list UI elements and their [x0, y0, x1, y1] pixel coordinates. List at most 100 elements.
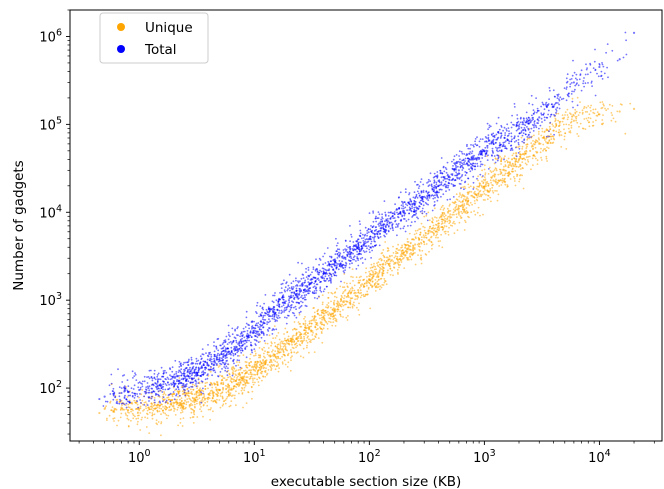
data-point [254, 332, 257, 335]
data-point [448, 215, 451, 218]
data-point [606, 66, 608, 69]
data-point [169, 368, 172, 371]
data-point [299, 310, 302, 313]
data-point [196, 390, 199, 393]
data-point [470, 191, 473, 193]
data-point [435, 220, 438, 223]
data-point [583, 85, 585, 88]
data-point [393, 217, 396, 219]
data-point [246, 330, 249, 332]
data-point [180, 374, 183, 377]
data-point [285, 322, 288, 325]
data-point [307, 335, 309, 338]
data-point [503, 126, 506, 129]
data-point [385, 283, 388, 286]
data-point [291, 337, 294, 339]
data-point [271, 342, 273, 345]
data-point [489, 170, 492, 172]
data-point [468, 157, 471, 160]
data-point [454, 179, 457, 182]
data-point [437, 219, 440, 222]
data-point [200, 380, 203, 382]
data-point [312, 307, 315, 309]
data-point [414, 220, 416, 223]
data-point [525, 117, 528, 120]
data-point [457, 212, 460, 215]
data-point [504, 140, 507, 143]
data-point [326, 310, 329, 313]
data-point [485, 149, 488, 152]
data-point [455, 193, 458, 196]
data-point [182, 373, 185, 375]
data-point [208, 397, 211, 400]
data-point [266, 310, 269, 313]
data-point [225, 335, 228, 338]
data-point [477, 156, 480, 159]
data-point [484, 189, 486, 191]
data-point [128, 406, 131, 409]
data-point [308, 327, 311, 330]
data-point [130, 387, 133, 390]
data-point [148, 369, 151, 372]
data-point [253, 377, 256, 380]
data-point [458, 195, 460, 198]
data-point [193, 401, 196, 404]
data-point [268, 311, 271, 314]
data-point [396, 224, 399, 227]
data-point [498, 185, 501, 187]
data-point [464, 180, 467, 183]
data-point [430, 240, 433, 243]
data-point [182, 417, 185, 419]
data-point [554, 102, 557, 105]
data-point [163, 392, 166, 395]
data-point [517, 159, 520, 162]
data-point [467, 177, 470, 180]
data-point [168, 383, 171, 386]
data-point [535, 126, 538, 129]
data-point [218, 356, 221, 360]
data-point [288, 295, 290, 298]
data-point [361, 237, 363, 240]
data-point [335, 296, 338, 299]
data-point [549, 142, 552, 145]
data-point [371, 270, 374, 273]
data-point [535, 139, 537, 142]
data-point [428, 195, 431, 198]
data-point [520, 126, 523, 129]
data-point [273, 306, 276, 308]
data-point [257, 354, 260, 357]
data-point [365, 267, 368, 270]
data-point [433, 232, 435, 235]
data-point [188, 372, 191, 375]
data-point [422, 200, 425, 203]
data-point [404, 230, 407, 233]
data-point [605, 109, 608, 112]
data-point [281, 311, 284, 313]
data-point [401, 244, 403, 247]
data-point [238, 361, 241, 364]
data-point [521, 121, 524, 123]
data-point [203, 395, 206, 397]
data-point [624, 132, 627, 135]
data-point [153, 404, 156, 407]
data-point [404, 191, 407, 194]
data-point [476, 211, 479, 214]
data-point [288, 343, 291, 346]
data-point [467, 193, 469, 196]
data-point [478, 140, 481, 143]
data-point [356, 250, 358, 253]
data-point [493, 173, 496, 176]
data-point [370, 225, 372, 227]
data-point [323, 317, 326, 320]
data-point [578, 111, 581, 114]
data-point [531, 114, 533, 117]
data-point [346, 251, 349, 253]
data-point [376, 280, 379, 283]
data-point [471, 203, 473, 206]
data-point [253, 331, 256, 334]
data-point [290, 341, 293, 344]
data-point [239, 374, 241, 376]
data-point [440, 206, 443, 209]
data-point [389, 211, 391, 214]
data-point [150, 376, 153, 378]
